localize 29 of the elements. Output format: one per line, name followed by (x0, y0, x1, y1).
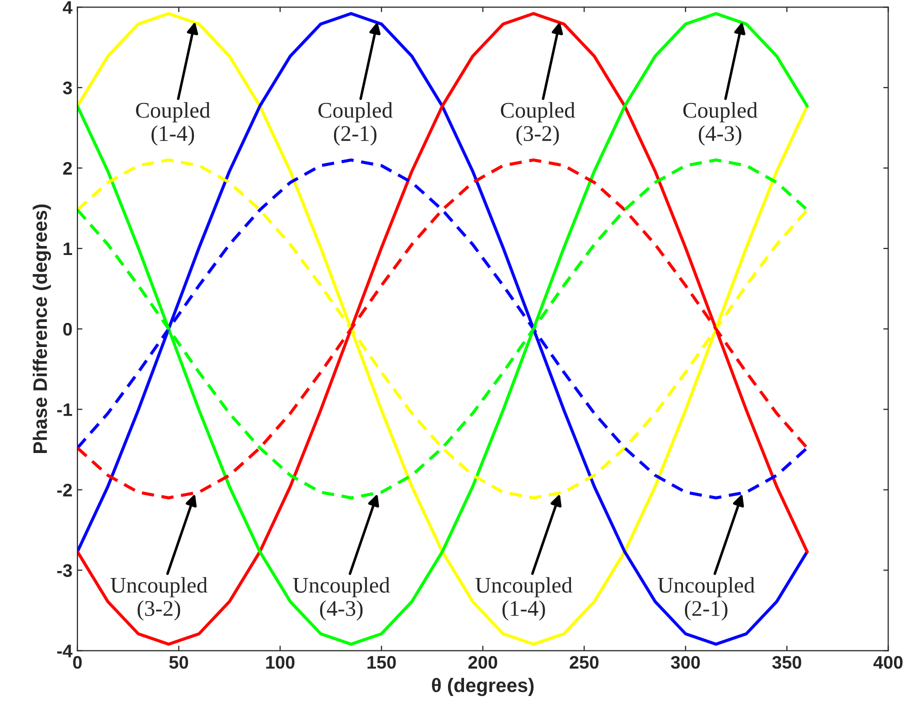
x-tick-label: 100 (266, 656, 294, 669)
x-tick-label: 50 (169, 656, 188, 669)
annotation: Uncoupled (4-3) (293, 577, 390, 621)
x-tick-label: 250 (570, 656, 599, 669)
x-axis-title: θ (degrees) (432, 678, 534, 696)
annotation: Uncoupled (1-4) (475, 577, 572, 621)
x-tick-label: 400 (873, 656, 903, 669)
y-tick-label: 4 (62, 1, 72, 14)
y-tick-label: -4 (57, 644, 72, 658)
x-tick-label: 300 (670, 656, 700, 669)
annotation: Coupled (3-2) (500, 102, 576, 146)
y-tick-label: 0 (63, 322, 72, 336)
annotation: Uncoupled (2-1) (658, 577, 755, 621)
y-axis-title: Phase Difference (degrees) (32, 204, 51, 453)
x-tick-label: 150 (368, 656, 396, 669)
y-tick-label: -2 (57, 484, 72, 496)
y-tick-label: -1 (57, 403, 72, 416)
y-tick-label: -3 (57, 564, 72, 577)
annotation: Uncoupled (3-2) (110, 577, 208, 621)
annotation: Coupled (1-4) (136, 102, 210, 146)
x-tick-label: 0 (73, 656, 82, 669)
y-tick-label: 2 (63, 162, 72, 175)
y-tick-label: 1 (64, 242, 72, 256)
annotation: Coupled (4-3) (683, 102, 758, 146)
x-tick-label: 200 (468, 656, 498, 669)
annotation: Coupled (2-1) (318, 102, 393, 146)
line-series (77, 12, 809, 646)
y-tick-label: 3 (62, 82, 72, 94)
x-tick-label: 350 (772, 656, 802, 669)
